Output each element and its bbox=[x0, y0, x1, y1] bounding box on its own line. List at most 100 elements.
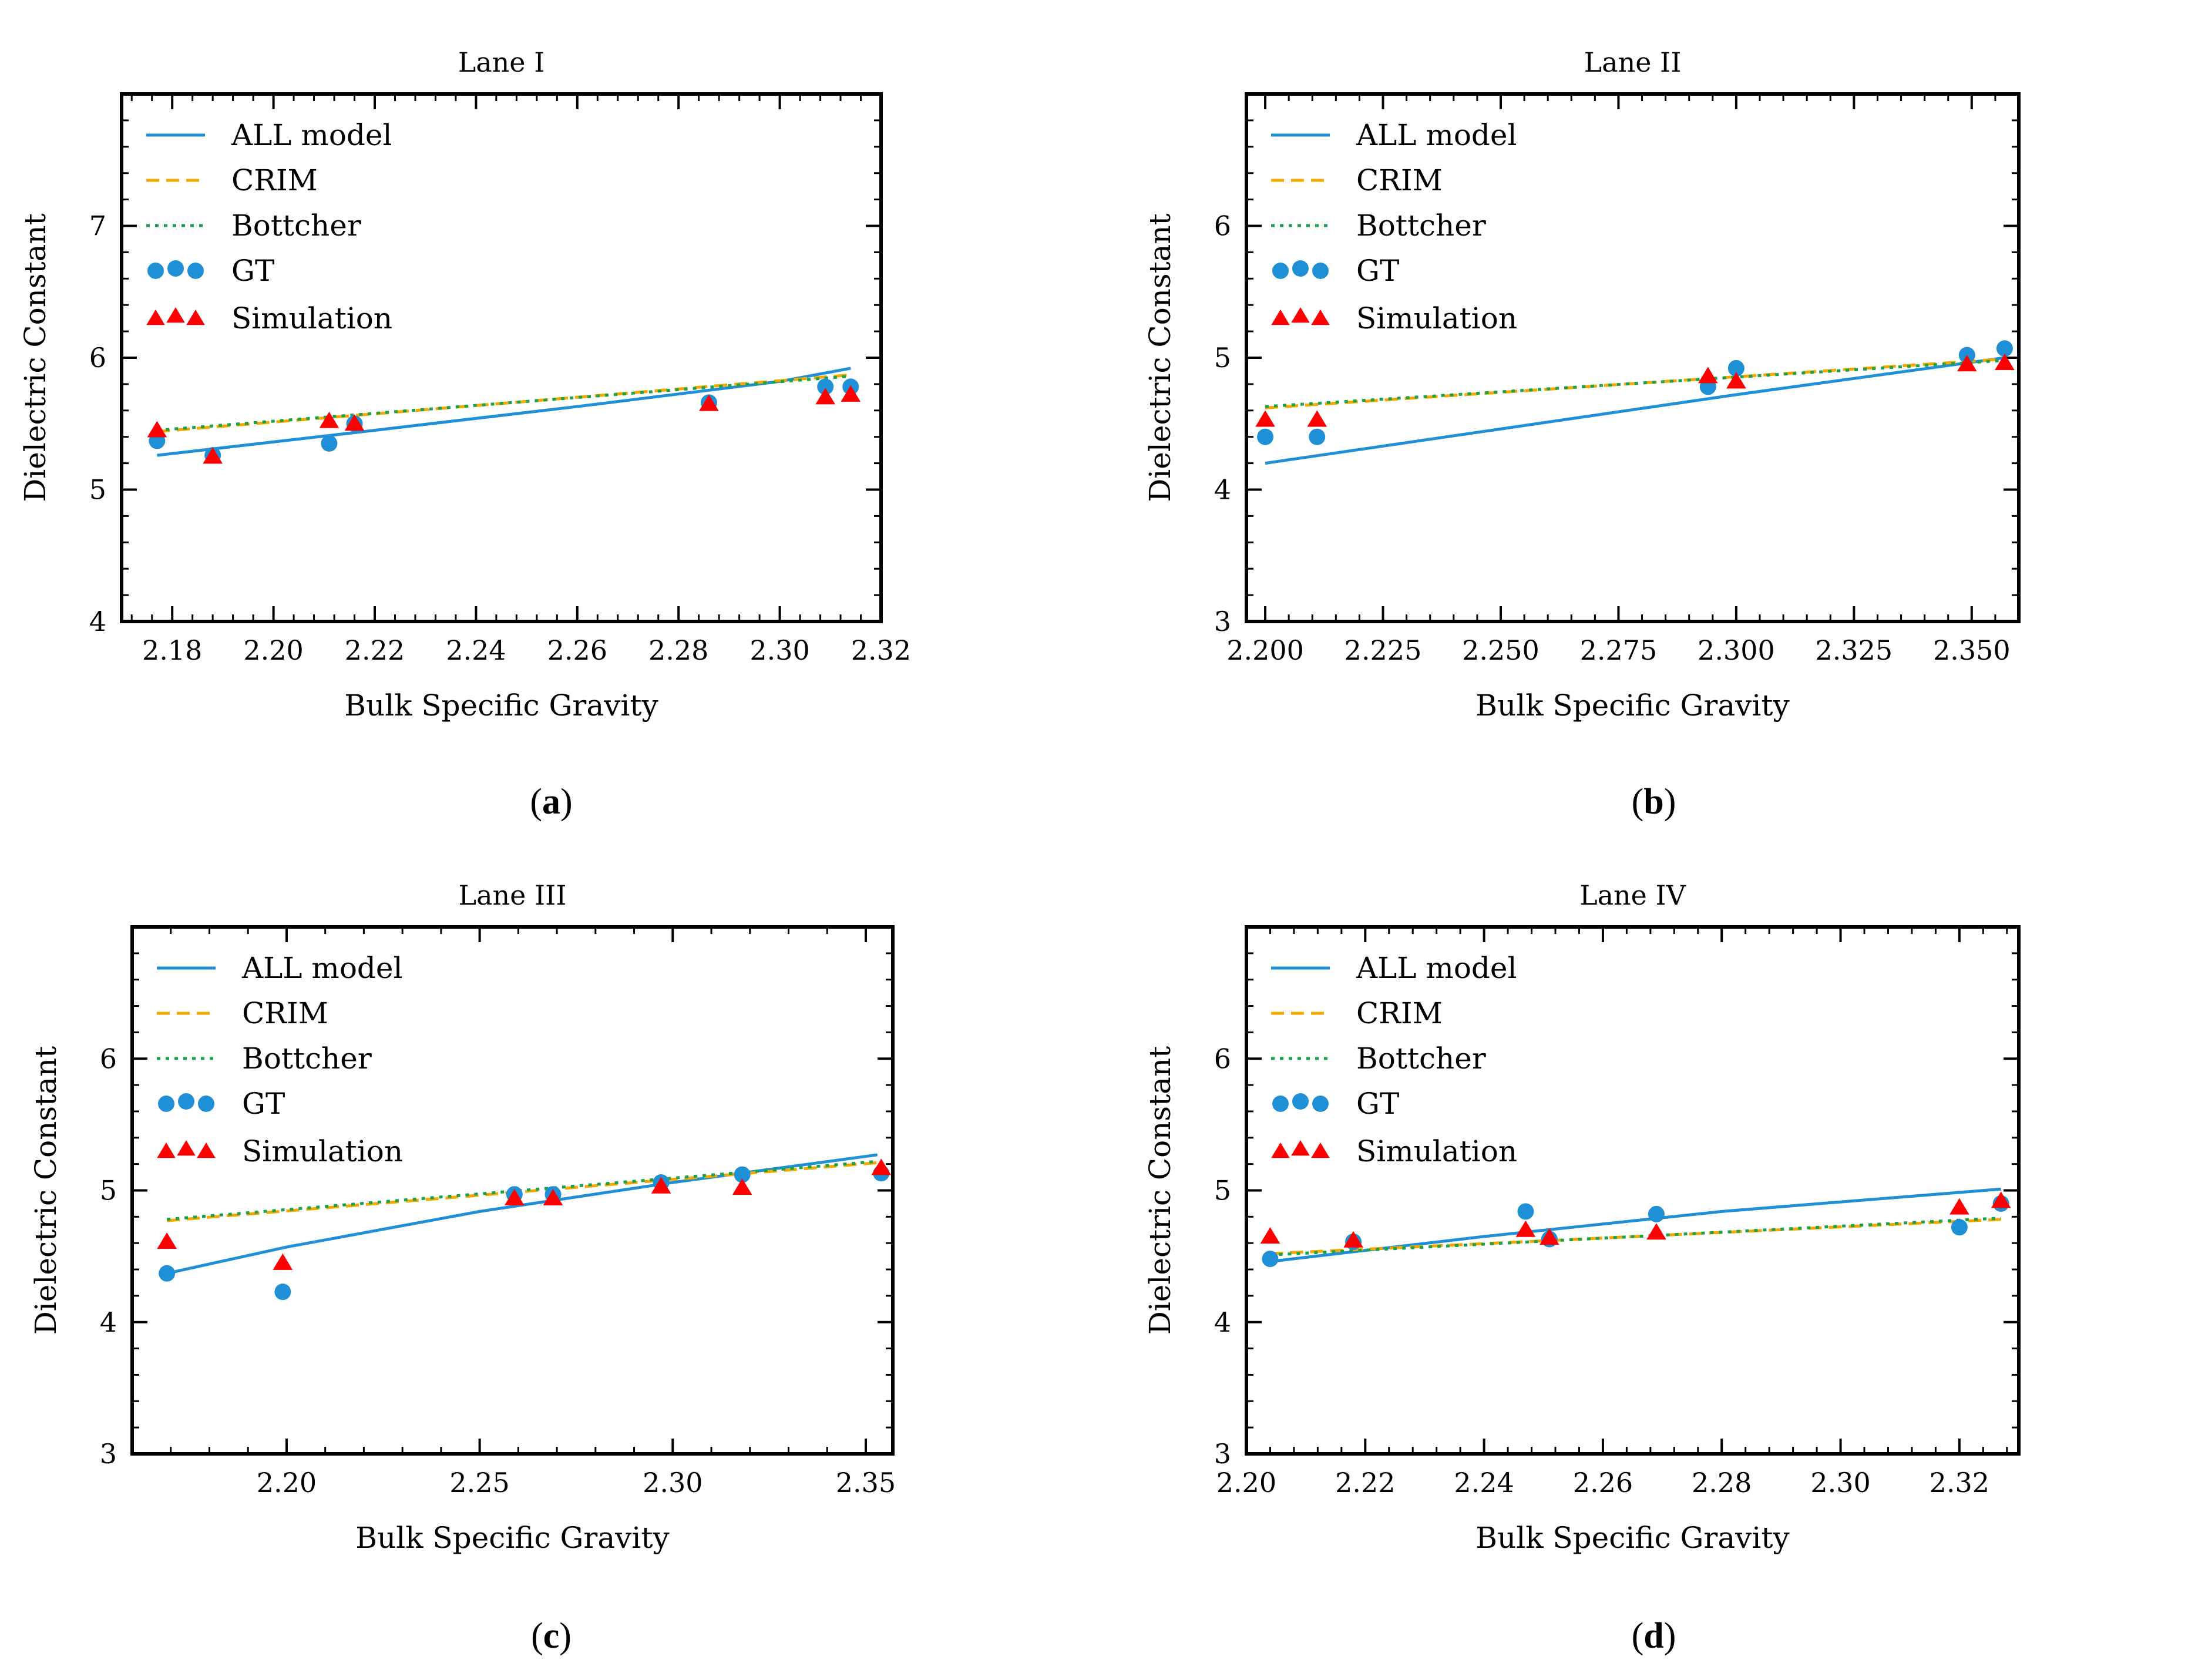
legend-gt-marker bbox=[158, 1096, 174, 1112]
series-bottcher-line bbox=[1265, 358, 2005, 408]
caption-b: (b) bbox=[1631, 782, 1676, 822]
legend-simulation-marker bbox=[1311, 310, 1330, 325]
x-tick-label: 2.26 bbox=[1573, 1467, 1633, 1498]
chart-lane-ii: Lane II Bulk Specific Gravity Dielectric C… bbox=[1143, 46, 2021, 723]
series-bottcher-line bbox=[1270, 1217, 2001, 1256]
x-tick-label: 2.22 bbox=[1335, 1467, 1395, 1498]
legend-gt-label: GT bbox=[231, 254, 274, 288]
x-tick-label: 2.20 bbox=[1216, 1467, 1276, 1498]
legend-gt-label: GT bbox=[1356, 254, 1399, 288]
caption-d: (d) bbox=[1631, 1616, 1676, 1656]
legend-all-model-label: ALL model bbox=[241, 951, 403, 985]
simulation-point bbox=[1307, 410, 1327, 427]
legend-all-model-label: ALL model bbox=[1356, 951, 1517, 985]
legend-simulation-label: Simulation bbox=[1356, 1134, 1517, 1168]
chart-lane-i: Lane I Bulk Specific Gravity Dielectric Co… bbox=[18, 46, 911, 723]
simulation-point bbox=[1957, 355, 1977, 372]
legend-gt-marker bbox=[167, 260, 184, 277]
y-tick-label: 5 bbox=[89, 474, 106, 506]
x-tick-label: 2.28 bbox=[1692, 1467, 1752, 1498]
y-axis-label: Dielectric Constant bbox=[1143, 1046, 1177, 1335]
legend-gt-marker bbox=[178, 1093, 194, 1110]
y-tick-label: 4 bbox=[1214, 474, 1231, 506]
gt-point bbox=[1517, 1203, 1534, 1220]
gt-point bbox=[274, 1283, 291, 1301]
x-tick-label: 2.225 bbox=[1344, 634, 1422, 666]
y-tick-label: 5 bbox=[100, 1175, 117, 1207]
y-tick-label: 3 bbox=[1214, 606, 1231, 637]
gt-point bbox=[1727, 359, 1744, 377]
simulation-point bbox=[147, 421, 167, 438]
legend-simulation-marker bbox=[177, 1140, 196, 1156]
x-tick-label: 2.25 bbox=[449, 1467, 509, 1498]
legend-gt-marker bbox=[1292, 1093, 1309, 1110]
simulation-point bbox=[203, 447, 223, 464]
legend-crim-label: CRIM bbox=[1356, 163, 1443, 197]
legend-simulation-marker bbox=[157, 1143, 176, 1158]
legend-bottcher-label: Bottcher bbox=[231, 209, 361, 243]
legend-simulation-marker bbox=[1291, 1140, 1310, 1156]
simulation-point bbox=[1515, 1220, 1536, 1237]
gt-point bbox=[817, 378, 834, 395]
x-tick-label: 2.300 bbox=[1698, 634, 1775, 666]
legend-gt-label: GT bbox=[1356, 1087, 1399, 1121]
gt-point bbox=[1996, 340, 2013, 357]
simulation-point bbox=[273, 1253, 293, 1270]
legend-simulation-label: Simulation bbox=[1356, 301, 1517, 335]
gt-point bbox=[1262, 1251, 1279, 1268]
x-tick-label: 2.200 bbox=[1226, 634, 1304, 666]
gt-point bbox=[1648, 1205, 1665, 1222]
y-tick-label: 6 bbox=[1214, 210, 1231, 242]
y-tick-label: 4 bbox=[1214, 1306, 1231, 1338]
x-tick-label: 2.18 bbox=[142, 634, 202, 666]
y-tick-label: 3 bbox=[1214, 1438, 1231, 1470]
legend-gt-marker bbox=[1312, 1096, 1329, 1112]
legend-gt-marker bbox=[187, 263, 204, 279]
plot-frame bbox=[1245, 92, 2021, 623]
chart-title: Lane II bbox=[1584, 46, 1682, 78]
simulation-point bbox=[1698, 367, 1718, 384]
series-crim-line bbox=[157, 373, 851, 434]
y-axis-label: Dielectric Constant bbox=[29, 1046, 63, 1335]
caption-a: (a) bbox=[530, 782, 573, 822]
simulation-point bbox=[1343, 1231, 1363, 1248]
simulation-point bbox=[651, 1177, 671, 1194]
y-tick-label: 6 bbox=[1214, 1043, 1231, 1074]
gt-point bbox=[1257, 428, 1274, 445]
legend-gt-marker bbox=[147, 263, 164, 279]
x-axis-label: Bulk Specific Gravity bbox=[1475, 1521, 1790, 1555]
caption-c: (c) bbox=[531, 1616, 572, 1656]
x-axis-label: Bulk Specific Gravity bbox=[1475, 688, 1790, 723]
simulation-point bbox=[344, 414, 365, 431]
legend-gt-marker bbox=[1292, 260, 1309, 277]
legend-simulation-marker bbox=[197, 1143, 216, 1158]
legend-gt-marker bbox=[198, 1096, 214, 1112]
series-bottcher-line bbox=[157, 374, 851, 432]
x-tick-label: 2.30 bbox=[749, 634, 809, 666]
simulation-point bbox=[1646, 1223, 1666, 1240]
y-tick-label: 3 bbox=[100, 1438, 117, 1470]
simulation-point bbox=[1260, 1227, 1280, 1244]
simulation-point bbox=[504, 1188, 525, 1205]
x-tick-label: 2.35 bbox=[836, 1467, 896, 1498]
chart-title: Lane I bbox=[458, 46, 545, 78]
simulation-point bbox=[1991, 1191, 2011, 1208]
legend-crim-label: CRIM bbox=[231, 163, 318, 197]
simulation-point bbox=[732, 1178, 752, 1195]
legend-gt-marker bbox=[1272, 1096, 1289, 1112]
legend-bottcher-label: Bottcher bbox=[1356, 1041, 1486, 1076]
gt-point bbox=[1309, 428, 1326, 445]
y-tick-label: 4 bbox=[100, 1306, 117, 1338]
gt-point bbox=[734, 1166, 751, 1183]
legend-simulation-marker bbox=[1291, 307, 1310, 323]
gt-point bbox=[159, 1265, 176, 1282]
x-tick-label: 2.20 bbox=[243, 634, 303, 666]
simulation-point bbox=[543, 1188, 563, 1205]
y-tick-label: 6 bbox=[89, 342, 106, 374]
x-tick-label: 2.26 bbox=[547, 634, 607, 666]
legend-bottcher-label: Bottcher bbox=[242, 1041, 372, 1076]
series-all-model-line bbox=[157, 367, 851, 457]
simulation-point bbox=[1726, 372, 1746, 389]
legend-bottcher-label: Bottcher bbox=[1356, 209, 1486, 243]
x-tick-label: 2.20 bbox=[257, 1467, 317, 1498]
